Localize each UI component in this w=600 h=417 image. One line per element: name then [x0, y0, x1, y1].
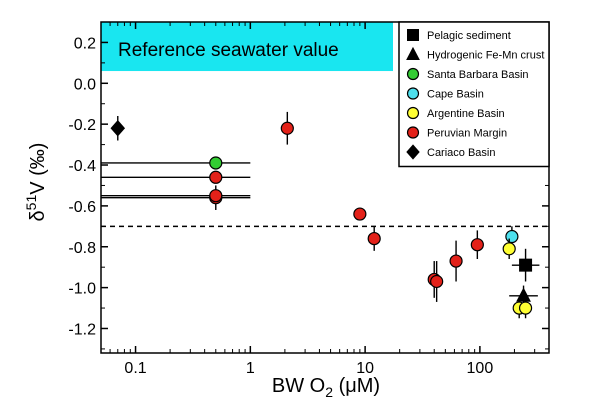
- data-point-pelagic-sediment: [519, 258, 533, 272]
- legend-label-peruvian-margin: Peruvian Margin: [427, 128, 507, 140]
- reference-band: [101, 22, 393, 72]
- data-point-cariaco-basin: [110, 119, 126, 137]
- y-tick-label: -1.0: [68, 281, 96, 298]
- plot-frame: [100, 21, 550, 354]
- data-point-peruvian-margin: [280, 121, 294, 135]
- data-point-hydrogenic-fe-mn-crust: [516, 287, 531, 302]
- x-axis-title: BW O2 (μM): [272, 375, 380, 400]
- reference-band-label: Reference seawater value: [118, 40, 339, 61]
- x-tick-label: 10: [356, 360, 374, 377]
- legend-label-pelagic-sediment: Pelagic sediment: [427, 30, 511, 42]
- data-point-santa-barbara-basin: [209, 156, 223, 170]
- legend-marker-peruvian-margin: [406, 126, 420, 139]
- y-tick-label: -0.2: [68, 117, 96, 134]
- legend-marker-santa-barbara-basin: [406, 67, 420, 81]
- data-point-peruvian-margin: [470, 238, 484, 252]
- data-point-cape-basin: [505, 229, 519, 244]
- y-axis-title: δ51V (‰): [23, 143, 49, 222]
- legend: Pelagic sediment Hydrogenic Fe-Mn crust Sa…: [398, 21, 550, 168]
- data-point-peruvian-margin: [367, 231, 381, 246]
- legend-box: [398, 21, 550, 168]
- legend-label-santa-barbara-basin: Santa Barbara Basin: [427, 69, 529, 81]
- legend-label-cariaco-basin: Cariaco Basin: [427, 147, 495, 159]
- legend-marker-cape-basin: [406, 87, 420, 100]
- x-tick-label: 1: [246, 360, 255, 377]
- legend-marker-argentine-basin: [406, 106, 420, 120]
- y-tick-label: -0.6: [68, 199, 96, 216]
- legend-marker-pelagic-sediment: [407, 29, 419, 41]
- y-tick-label: -1.2: [68, 321, 96, 338]
- x-tick-label: 0.1: [124, 360, 146, 377]
- data-point-argentine-basin: [518, 301, 533, 315]
- legend-label-hydrogenic-fe-mn-crust: Hydrogenic Fe-Mn crust: [427, 50, 544, 62]
- y-tick-label: 0.0: [74, 76, 96, 93]
- y-tick-label: -0.4: [68, 158, 96, 175]
- data-point-peruvian-margin: [449, 254, 463, 268]
- data-point-peruvian-margin: [209, 170, 223, 184]
- data-point-peruvian-margin: [430, 274, 444, 289]
- legend-label-argentine-basin: Argentine Basin: [427, 108, 505, 120]
- y-tick-label: -0.8: [68, 240, 96, 257]
- data-point-argentine-basin: [502, 242, 516, 256]
- legend-marker-hydrogenic-fe-mn-crust: [406, 46, 420, 60]
- legend-marker-cariaco-basin: [406, 144, 420, 160]
- data-point-peruvian-margin: [209, 189, 223, 203]
- data-point-peruvian-margin: [353, 207, 367, 221]
- y-tick-label: 0.2: [74, 35, 96, 52]
- x-tick-label: 100: [467, 360, 494, 377]
- data-marks: [101, 111, 540, 319]
- legend-label-cape-basin: Cape Basin: [427, 89, 484, 101]
